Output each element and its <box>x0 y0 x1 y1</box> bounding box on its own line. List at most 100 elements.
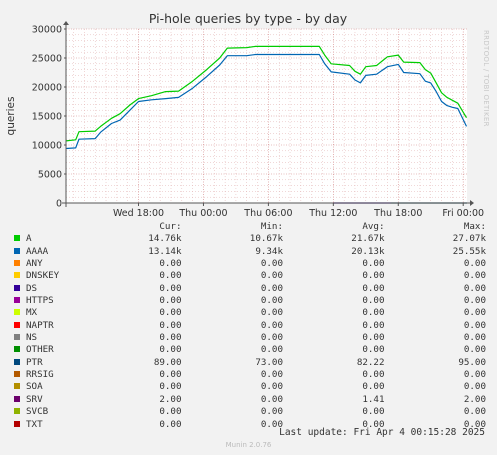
legend-swatch <box>14 358 20 365</box>
legend-avg-value: 0.00 <box>362 381 385 393</box>
legend-series-name: OTHER <box>26 344 54 356</box>
legend-row-naptr: NAPTR 0.00 0.00 0.00 0.00 <box>12 320 486 332</box>
legend-row-ns: NS 0.00 0.00 0.00 0.00 <box>12 332 486 344</box>
legend-max-value: 2.00 <box>463 393 486 405</box>
legend-row-srv: SRV 2.00 0.00 1.41 2.00 <box>12 394 486 406</box>
legend-min-value: 0.00 <box>260 258 283 270</box>
y-axis-label: queries <box>5 97 17 136</box>
legend-series-name: A <box>26 233 32 245</box>
legend-avg-value: 82.22 <box>356 356 385 368</box>
legend-max-value: 0.00 <box>463 282 486 294</box>
x-tick-label: Wed 18:00 <box>113 208 164 219</box>
legend-max-value: 0.00 <box>463 332 486 344</box>
legend-cur-value: 0.00 <box>159 319 182 331</box>
legend-row-mx: MX 0.00 0.00 0.00 0.00 <box>12 307 486 319</box>
legend-cur-value: 89.00 <box>153 356 182 368</box>
legend-row-aaaa: AAAA 13.14k 9.34k 20.13k 25.55k <box>12 246 486 258</box>
legend-avg-value: 0.00 <box>362 307 385 319</box>
x-tick-label: Fri 00:00 <box>442 208 484 219</box>
legend-min-value: 9.34k <box>255 245 283 257</box>
legend-avg-value: 0.00 <box>362 418 385 430</box>
x-tick-label: Thu 00:00 <box>178 208 227 219</box>
legend-series-name: NAPTR <box>26 319 54 331</box>
series-line-aaaa <box>65 53 468 150</box>
legend-cur-value: 0.00 <box>159 369 182 381</box>
legend-row-txt: TXT 0.00 0.00 0.00 0.00 <box>12 419 486 431</box>
legend-row-rrsig: RRSIG 0.00 0.00 0.00 0.00 <box>12 369 486 381</box>
legend-series-name: AAAA <box>26 245 49 257</box>
x-tick-label: Thu 06:00 <box>243 208 292 219</box>
legend-series-name: DS <box>26 282 38 294</box>
legend-row-a: A 14.76k 10.67k 21.67k 27.07k <box>12 233 486 245</box>
x-axis-arrow <box>470 200 474 206</box>
y-tick-label: 20000 <box>32 83 62 94</box>
legend-max-value: 0.00 <box>463 295 486 307</box>
legend-cur-value: 0.00 <box>159 332 182 344</box>
legend-series-name: ANY <box>26 258 43 270</box>
x-tick-label: Thu 12:00 <box>308 208 357 219</box>
legend-header-row: Cur: Min: Avg: Max: <box>12 221 486 233</box>
legend-series-name: NS <box>26 332 38 344</box>
legend-swatch <box>14 383 20 390</box>
legend-avg-value: 0.00 <box>362 344 385 356</box>
legend-swatch <box>14 371 20 378</box>
legend-series-name: MX <box>26 307 38 319</box>
legend-swatch <box>14 408 20 415</box>
legend-cur-value: 14.76k <box>148 233 182 245</box>
legend-avg-value: 0.00 <box>362 332 385 344</box>
legend-swatch <box>14 334 20 341</box>
legend-avg-value: 21.67k <box>351 233 385 245</box>
legend-series-name: TXT <box>26 418 43 430</box>
legend-swatch <box>14 247 20 254</box>
legend-min-value: 0.00 <box>260 393 283 405</box>
legend-avg-value: 0.00 <box>362 270 385 282</box>
y-tick-label: 15000 <box>32 112 62 123</box>
legend-max-value: 0.00 <box>463 270 486 282</box>
legend-max-value: 0.00 <box>463 319 486 331</box>
legend-max-value: 27.07k <box>452 233 486 245</box>
y-tick-label: 0 <box>56 199 62 210</box>
legend-min-value: 0.00 <box>260 295 283 307</box>
legend-min-value: 0.00 <box>260 282 283 294</box>
legend-avg-value: 1.41 <box>362 393 385 405</box>
legend-swatch <box>14 235 20 242</box>
legend-max-value: 25.55k <box>452 245 486 257</box>
legend-cur-value: 13.14k <box>148 245 182 257</box>
y-tick-label: 5000 <box>38 170 62 181</box>
legend-series-name: HTTPS <box>26 295 54 307</box>
legend-min-value: 10.67k <box>249 233 283 245</box>
y-axis-arrow <box>63 21 69 25</box>
munin-version: Munin 2.0.76 <box>225 441 272 449</box>
legend-swatch <box>14 260 20 267</box>
legend-row-any: ANY 0.00 0.00 0.00 0.00 <box>12 258 486 270</box>
legend-row-other: OTHER 0.00 0.00 0.00 0.00 <box>12 344 486 356</box>
chart-title: Pi-hole queries by type - by day <box>149 11 348 26</box>
legend-max-value: 0.00 <box>463 381 486 393</box>
legend-cur-value: 0.00 <box>159 282 182 294</box>
legend-series-name: SRV <box>26 393 43 405</box>
y-tick-labels: 0 5000 10000 15000 20000 25000 30000 <box>32 25 66 210</box>
legend-min-value: 0.00 <box>260 270 283 282</box>
legend-avg-value: 0.00 <box>362 295 385 307</box>
legend-header-min: Min: <box>260 221 283 232</box>
legend-series-name: PTR <box>26 356 43 368</box>
legend-avg-value: 0.00 <box>362 282 385 294</box>
y-tick-label: 30000 <box>32 25 62 36</box>
x-tick-label: Thu 18:00 <box>373 208 422 219</box>
legend-cur-value: 0.00 <box>159 295 182 307</box>
legend-cur-value: 0.00 <box>159 270 182 282</box>
legend-min-value: 0.00 <box>260 332 283 344</box>
legend-series-name: SVCB <box>26 406 49 418</box>
legend-header-avg: Avg: <box>362 221 385 232</box>
legend-swatch <box>14 346 20 353</box>
legend-max-value: 0.00 <box>463 307 486 319</box>
legend-cur-value: 0.00 <box>159 381 182 393</box>
legend-cur-value: 0.00 <box>159 418 182 430</box>
legend-series-name: RRSIG <box>26 369 54 381</box>
legend-swatch <box>14 321 20 328</box>
legend-row-ds: DS 0.00 0.00 0.00 0.00 <box>12 283 486 295</box>
major-grid <box>66 28 467 203</box>
legend-avg-value: 0.00 <box>362 319 385 331</box>
legend-max-value: 0.00 <box>463 406 486 418</box>
